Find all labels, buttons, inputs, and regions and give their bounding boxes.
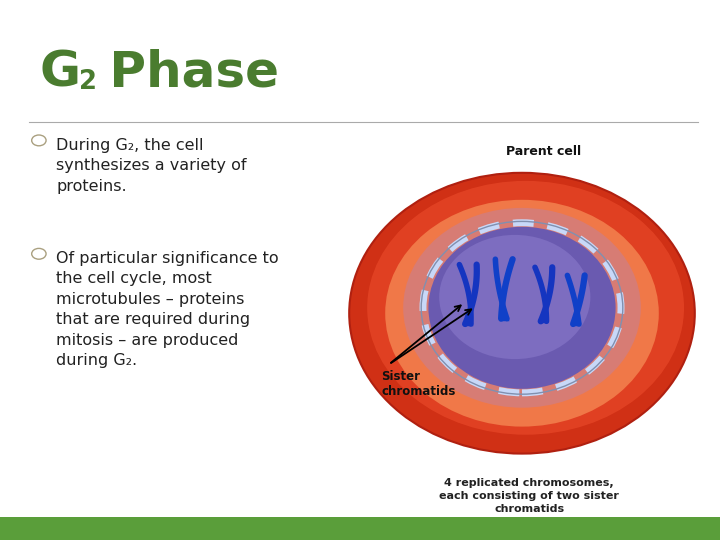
Text: During G₂, the cell
synthesizes a variety of
proteins.: During G₂, the cell synthesizes a variet… xyxy=(56,138,247,193)
Text: Of particular significance to
the cell cycle, most
microtubules – proteins
that : Of particular significance to the cell c… xyxy=(56,251,279,368)
Text: Parent cell: Parent cell xyxy=(506,145,581,158)
Text: G: G xyxy=(40,49,81,97)
Ellipse shape xyxy=(349,173,695,454)
Text: Phase: Phase xyxy=(92,49,279,97)
Text: 2: 2 xyxy=(79,69,97,95)
Ellipse shape xyxy=(403,208,641,408)
Ellipse shape xyxy=(367,181,684,435)
FancyBboxPatch shape xyxy=(0,517,720,540)
Text: 4 replicated chromosomes,
each consisting of two sister
chromatids: 4 replicated chromosomes, each consistin… xyxy=(439,478,619,514)
Ellipse shape xyxy=(428,227,616,389)
Ellipse shape xyxy=(439,235,590,359)
Ellipse shape xyxy=(385,200,659,427)
Text: Sister
chromatids: Sister chromatids xyxy=(382,370,456,398)
